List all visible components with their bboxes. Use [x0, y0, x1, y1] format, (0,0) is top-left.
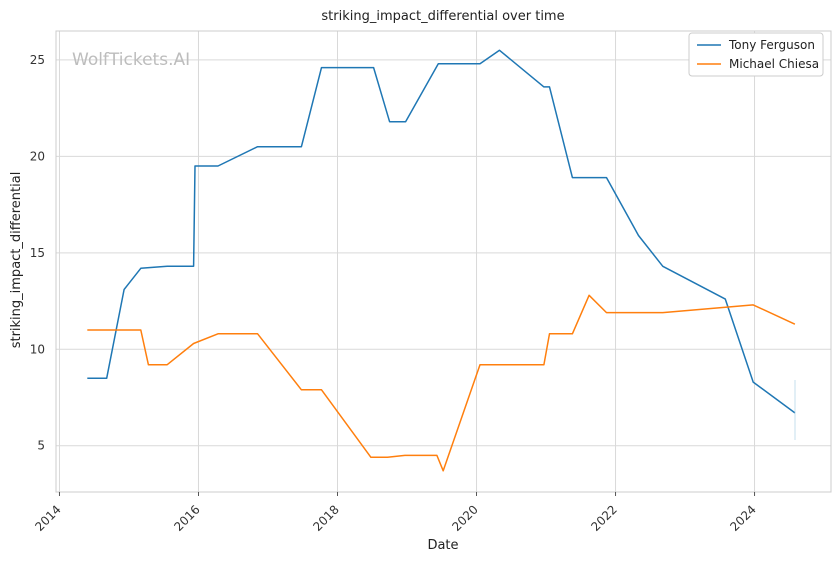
x-tick-label: 2022 — [588, 502, 619, 533]
x-tick-label: 2018 — [310, 502, 341, 533]
series-line-tony-ferguson — [87, 49, 796, 414]
chart-title: striking_impact_differential over time — [321, 9, 564, 24]
x-axis-label: Date — [427, 538, 458, 553]
legend-label-michael-chiesa: Michael Chiesa — [729, 57, 819, 71]
x-tick-label: 2024 — [727, 502, 758, 533]
y-tick-labels: 5 10 15 20 25 — [30, 53, 45, 453]
y-tick-label: 5 — [37, 439, 45, 453]
legend-label-tony-ferguson: Tony Ferguson — [728, 38, 815, 52]
y-axis-label: striking_impact_differential — [9, 172, 24, 349]
y-gridlines — [56, 59, 831, 447]
y-tick-label: 10 — [30, 342, 45, 356]
y-tick-label: 15 — [30, 246, 45, 260]
watermark-text: WolfTickets.AI — [72, 50, 190, 70]
legend: Tony Ferguson Michael Chiesa — [688, 32, 824, 77]
x-tick-labels: 2014 2016 2018 2020 2022 2024 — [32, 492, 759, 534]
x-tick-label: 2014 — [32, 502, 63, 533]
plot-area-frame — [55, 30, 832, 493]
series-layer — [87, 49, 796, 472]
series-line-michael-chiesa — [87, 294, 796, 472]
x-tick-label: 2016 — [171, 502, 202, 533]
x-tick-label: 2020 — [449, 502, 480, 533]
y-tick-label: 25 — [30, 53, 45, 67]
legend-box — [688, 32, 824, 77]
y-tick-label: 20 — [30, 149, 45, 163]
x-gridlines — [58, 31, 756, 492]
